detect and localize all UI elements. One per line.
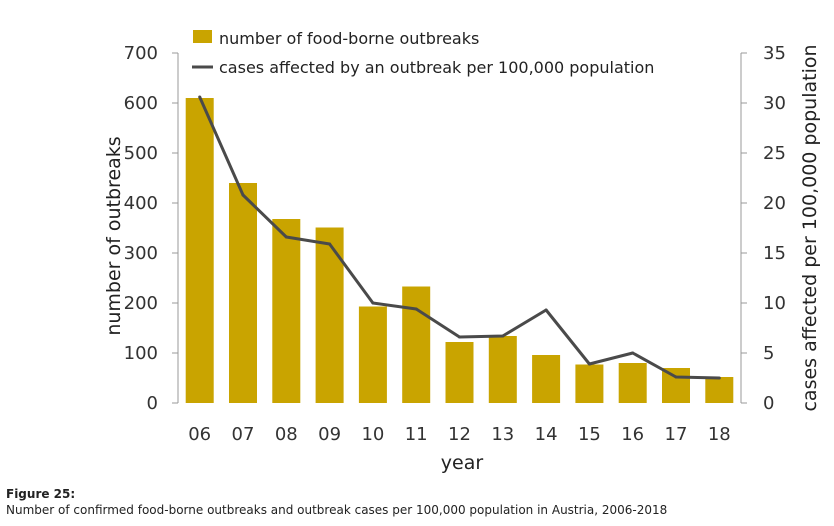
right-y-ticks: 0 5 10 15 20 25 30 35: [741, 43, 786, 414]
figure-caption: Figure 25: Number of confirmed food-born…: [6, 486, 826, 518]
bar-09: [315, 227, 344, 403]
line-layer: [198, 95, 721, 380]
bar-16: [618, 363, 647, 403]
x-tick-label: 10: [361, 424, 384, 445]
bar-07: [229, 183, 257, 403]
x-axis-title: year: [441, 452, 484, 474]
line-point-18: [717, 376, 721, 380]
line-point-08: [284, 235, 288, 239]
line-point-17: [674, 375, 678, 379]
left-tick-label: 700: [124, 43, 158, 64]
line-point-06: [198, 95, 202, 99]
right-y-axis-title: cases affected per 100,000 population: [799, 44, 821, 411]
right-tick-label: 15: [763, 243, 786, 264]
axes-layer: [177, 53, 742, 403]
line-point-09: [328, 242, 332, 246]
caption-title: Figure 25:: [6, 487, 76, 501]
right-tick-label: 35: [763, 43, 786, 64]
x-tick-label: 07: [232, 424, 255, 445]
line-point-12: [458, 335, 461, 339]
bar-13: [488, 336, 517, 403]
bars-layer: [185, 98, 734, 403]
bar-14: [532, 355, 561, 403]
left-y-ticks: 0 100 200 300 400 500 600 700: [124, 43, 178, 414]
x-tick-label: 06: [188, 424, 211, 445]
legend: number of food-borne outbreaks cases aff…: [192, 29, 654, 77]
line-point-07: [241, 193, 245, 197]
right-tick-label: 10: [763, 293, 786, 314]
x-tick-label: 17: [665, 424, 688, 445]
right-tick-label: 25: [763, 143, 786, 164]
left-tick-label: 200: [124, 293, 158, 314]
left-tick-label: 400: [124, 193, 158, 214]
right-tick-label: 5: [763, 343, 774, 364]
bar-10: [358, 306, 387, 403]
x-ticks: 06 07 08 09 10 11 12 13 14 15 16 17 18: [188, 424, 731, 445]
x-tick-label: 12: [448, 424, 471, 445]
left-tick-label: 0: [147, 393, 158, 414]
legend-line-label: cases affected by an outbreak per 100,00…: [219, 58, 654, 77]
line-point-15: [587, 362, 591, 366]
x-tick-label: 13: [491, 424, 514, 445]
bar-18: [705, 377, 734, 403]
x-tick-label: 11: [405, 424, 428, 445]
left-y-axis-title: number of outbreaks: [103, 136, 125, 335]
x-tick-label: 15: [578, 424, 601, 445]
bar-06: [185, 98, 214, 403]
x-tick-label: 16: [621, 424, 644, 445]
left-tick-label: 600: [124, 93, 158, 114]
line-point-10: [371, 301, 375, 305]
legend-bar-label: number of food-borne outbreaks: [219, 29, 479, 48]
x-tick-label: 09: [318, 424, 341, 445]
right-tick-label: 0: [763, 393, 774, 414]
right-tick-label: 30: [763, 93, 786, 114]
bar-11: [402, 286, 431, 403]
legend-bar-swatch: [193, 30, 212, 43]
left-tick-label: 100: [124, 343, 158, 364]
bar-15: [575, 364, 604, 403]
combo-chart: number of food-borne outbreaks cases aff…: [103, 29, 821, 474]
line-point-11: [414, 307, 418, 311]
line-point-14: [544, 308, 548, 312]
x-tick-label: 08: [275, 424, 298, 445]
line-point-16: [631, 351, 635, 355]
bar-12: [445, 342, 474, 403]
x-tick-label: 14: [535, 424, 558, 445]
caption-text: Number of confirmed food-borne outbreaks…: [6, 503, 668, 517]
left-tick-label: 300: [124, 243, 158, 264]
line-point-13: [501, 334, 505, 338]
bar-17: [662, 368, 690, 403]
x-tick-label: 18: [708, 424, 731, 445]
left-tick-label: 500: [124, 143, 158, 164]
bar-08: [272, 219, 301, 403]
right-tick-label: 20: [763, 193, 786, 214]
